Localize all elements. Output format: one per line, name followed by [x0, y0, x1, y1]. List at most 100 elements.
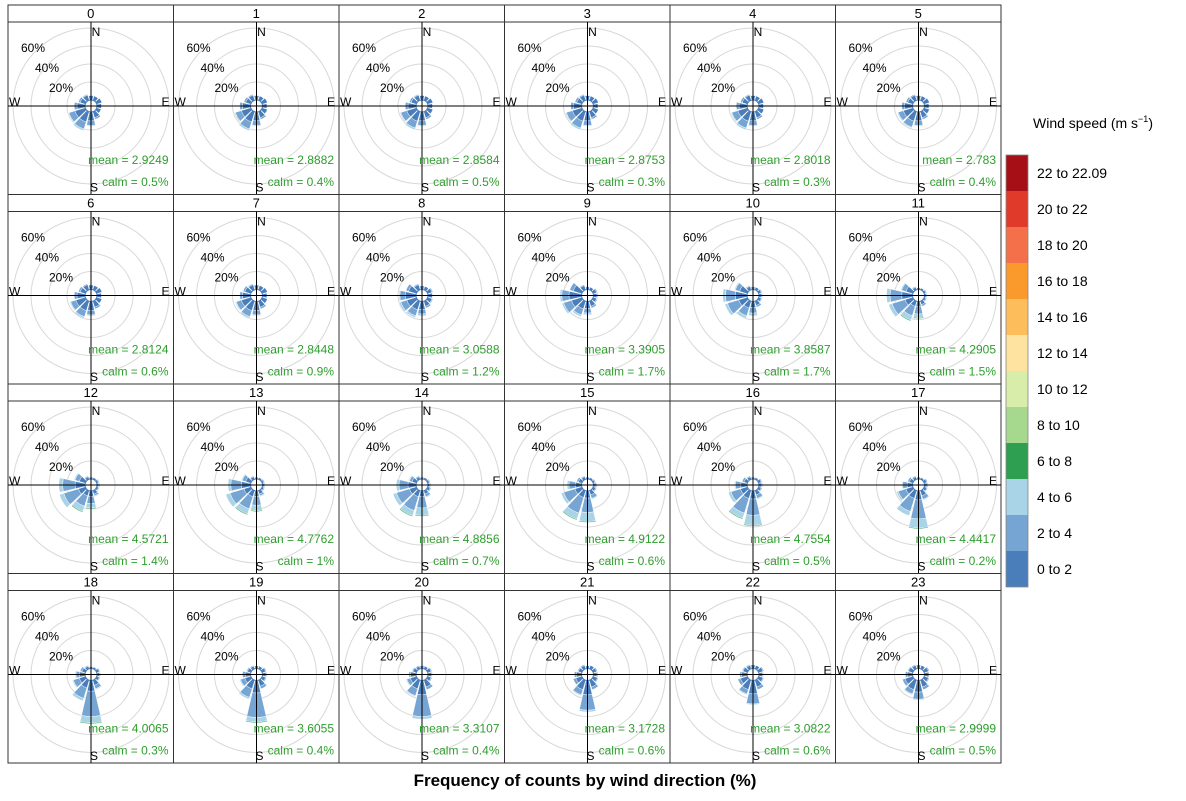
- panel-title: 5: [915, 6, 922, 21]
- rose-bar-dir-300-speed-1: [577, 667, 581, 672]
- rose-bar-dir-210-speed-3: [234, 506, 248, 516]
- panel-title: 17: [911, 385, 925, 400]
- panel-calm-label: calm = 0.6%: [599, 554, 666, 568]
- rose-bar-dir-330-speed-1: [580, 664, 585, 668]
- rose-bar-dir-330-speed-1: [578, 93, 585, 98]
- rose-bar-dir-240-speed-2: [392, 492, 403, 506]
- rose-bar-dir-150-speed-1: [94, 114, 101, 120]
- compass-north-label: N: [92, 215, 101, 229]
- rose-bar-dir-300-speed-1: [405, 283, 412, 292]
- panel-plot-area: [339, 401, 505, 574]
- panel-plot-area: [504, 211, 670, 384]
- compass-south-label: S: [586, 749, 594, 763]
- compass-south-label: S: [255, 749, 263, 763]
- compass-east-label: E: [989, 474, 997, 488]
- rose-bar-dir-240-speed-2: [896, 490, 904, 502]
- compass-south-label: S: [917, 181, 925, 195]
- rose-bar-dir-120-speed-1: [759, 487, 763, 492]
- legend-swatch-22-to-22-09: [1006, 155, 1028, 191]
- radial-tick-label: 60%: [517, 610, 541, 624]
- legend-swatch-8-to-10: [1006, 407, 1028, 443]
- rose-bar-dir-210-speed-2: [572, 310, 582, 317]
- radial-tick-label: 40%: [531, 440, 555, 454]
- radial-tick-label: 60%: [848, 420, 872, 434]
- panel-mean-label: mean = 4.5721: [88, 532, 169, 546]
- radial-tick-label: 60%: [848, 610, 872, 624]
- panel-plot-area: [8, 22, 174, 195]
- panel-calm-label: calm = 0.3%: [764, 175, 831, 189]
- radial-tick-label: 40%: [697, 630, 721, 644]
- rose-bar-dir-300-speed-1: [246, 667, 250, 672]
- rose-bar-dir-330-speed-1: [911, 664, 916, 668]
- compass-north-label: N: [919, 215, 928, 229]
- rose-bar-dir-300-speed-1: [905, 96, 911, 103]
- panel-title: 10: [746, 196, 760, 211]
- panel-plot-area: [670, 590, 836, 763]
- radial-tick-label: 20%: [711, 460, 735, 474]
- rose-bar-dir-330-speed-1: [909, 93, 916, 98]
- rose-bar-dir-120-speed-1: [428, 677, 433, 682]
- rose-bar-dir-150-speed-1: [259, 683, 268, 690]
- legend-title-superscript: −1: [1138, 114, 1148, 124]
- rose-bar-dir-240-speed-2: [67, 112, 75, 123]
- compass-east-label: E: [492, 474, 500, 488]
- rose-bar-dir-120-speed-1: [428, 487, 432, 492]
- rose-bar-dir-330-speed-1: [84, 665, 89, 669]
- panel-calm-label: calm = 0.3%: [102, 744, 169, 758]
- rose-bar-dir-150-speed-1: [755, 302, 762, 308]
- rose-bar-dir-300-speed-1: [574, 96, 580, 103]
- rose-bar-dir-330-speed-1: [84, 475, 89, 479]
- compass-south-label: S: [421, 370, 429, 384]
- rose-bar-dir-210-speed-2: [736, 310, 748, 319]
- rose-bar-dir-210-speed-2: [405, 690, 416, 697]
- panel-title: 23: [911, 575, 925, 590]
- rose-bar-dir-60-speed-1: [923, 289, 928, 294]
- radial-tick-label: 40%: [862, 251, 886, 265]
- rose-bar-dir-300-speed-1: [741, 476, 747, 483]
- compass-west-label: W: [837, 664, 849, 678]
- radial-tick-label: 60%: [683, 610, 707, 624]
- rose-bar-dir-120-speed-1: [429, 298, 434, 304]
- rose-bar-dir-210-speed-2: [903, 689, 913, 696]
- legend-colorbar-frame: [1005, 154, 1029, 588]
- legend-swatch-6-to-8: [1006, 443, 1028, 479]
- compass-north-label: N: [92, 25, 101, 39]
- rose-bar-dir-240-speed-2: [560, 492, 570, 505]
- rose-bar-dir-300-speed-1: [907, 666, 912, 672]
- rose-bar-dir-210-speed-2: [570, 122, 581, 131]
- panel-calm-label: calm = 0.2%: [930, 554, 997, 568]
- radial-tick-label: 60%: [186, 41, 210, 55]
- rose-bar-dir-300-speed-1: [78, 286, 83, 293]
- rose-bar-dir-150-speed-1: [94, 304, 101, 310]
- panel-mean-label: mean = 2.8124: [88, 343, 169, 357]
- panel-mean-label: mean = 2.783: [922, 153, 996, 167]
- radial-tick-label: 60%: [683, 41, 707, 55]
- compass-south-label: S: [90, 370, 98, 384]
- panel-calm-label: calm = 1.2%: [433, 365, 500, 379]
- panel-mean-label: mean = 3.0822: [750, 722, 831, 736]
- legend-label: 4 to 6: [1037, 489, 1072, 505]
- rose-bar-dir-150-speed-1: [922, 683, 930, 690]
- compass-east-label: E: [989, 95, 997, 109]
- compass-north-label: N: [588, 215, 597, 229]
- rose-bar-dir-300-speed-1: [907, 476, 912, 483]
- rose-bar-dir-150-speed-2: [259, 493, 266, 498]
- radial-tick-label: 40%: [200, 630, 224, 644]
- compass-north-label: N: [754, 25, 763, 39]
- compass-north-label: N: [423, 594, 432, 608]
- panel-title: 14: [415, 385, 429, 400]
- rose-bar-dir-150-speed-2: [94, 493, 100, 498]
- rose-bar-dir-210-speed-3: [728, 510, 744, 520]
- radial-tick-label: 40%: [366, 251, 390, 265]
- legend-swatch-4-to-6: [1006, 479, 1028, 515]
- rose-bar-dir-240-speed-2: [728, 491, 737, 503]
- rose-bar-dir-240-speed-2: [399, 112, 407, 123]
- rose-bar-dir-300-speed-2: [73, 472, 79, 481]
- rose-bar-dir-60-speed-1: [759, 288, 763, 294]
